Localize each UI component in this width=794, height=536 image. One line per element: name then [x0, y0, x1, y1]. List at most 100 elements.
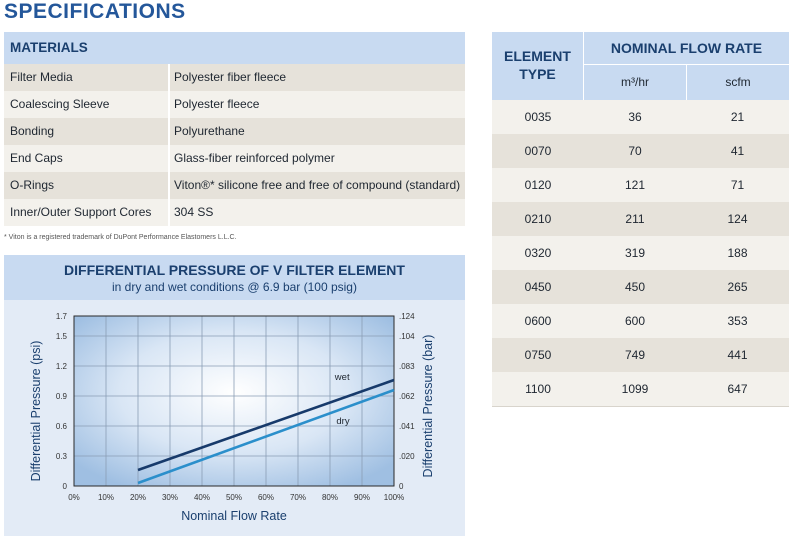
m3hr-cell: 1099: [621, 382, 649, 396]
material-value: Polyester fiber fleece: [174, 70, 287, 84]
trademark-footnote: * Viton is a registered trademark of DuP…: [4, 234, 237, 241]
x-tick-label: 20%: [130, 493, 146, 502]
x-tick-label: 100%: [384, 493, 404, 502]
flow-row: 0450 450 265: [492, 270, 789, 304]
x-tick-label: 80%: [322, 493, 338, 502]
plot-border: [73, 315, 395, 487]
element-type-cell: 0750: [524, 348, 552, 362]
materials-heading: MATERIALS: [4, 32, 465, 64]
scfm-cell: 41: [730, 144, 745, 158]
x-tick-label: 90%: [354, 493, 370, 502]
material-key: End Caps: [4, 145, 170, 172]
y-tick-label: 0.6: [56, 422, 68, 431]
flow-row: 0210 211 124: [492, 202, 789, 236]
element-type-cell: 0070: [524, 144, 552, 158]
x-tick-label: 50%: [226, 493, 242, 502]
m3hr-cell: 211: [625, 212, 645, 226]
scfm-cell: 647: [727, 382, 748, 396]
x-tick-label: 0%: [68, 493, 80, 502]
materials-rows: Filter Media Polyester fiber fleece Coales…: [4, 64, 465, 226]
material-value: 304 SS: [174, 205, 214, 219]
materials-table: MATERIALS Filter Media Polyester fiber fl…: [4, 32, 465, 226]
y2-tick-label: .124: [399, 312, 415, 321]
y-tick-label: 0.3: [56, 452, 68, 461]
element-type-header: ELEMENT TYPE: [492, 32, 584, 100]
material-key: Filter Media: [4, 64, 170, 91]
material-value: Viton®* silicone free and free of compou…: [174, 178, 461, 192]
material-key: Inner/Outer Support Cores: [4, 199, 170, 226]
flow-rate-table: ELEMENT TYPE NOMINAL FLOW RATE m³/hr scf…: [492, 32, 789, 407]
m3hr-cell: 70: [628, 144, 642, 158]
flow-row: 0320 319 188: [492, 236, 789, 270]
unit-scfm: scfm: [725, 75, 751, 89]
y-tick-label: 1.2: [56, 362, 68, 371]
series-label-wet: wet: [334, 372, 350, 383]
element-type-cell: 0120: [524, 178, 552, 192]
nominal-flow-rate-header: NOMINAL FLOW RATE: [584, 32, 789, 65]
y-tick-label: 0.9: [56, 392, 68, 401]
chart-subtitle: in dry and wet conditions @ 6.9 bar (100…: [112, 280, 357, 294]
scfm-cell: 441: [727, 348, 748, 362]
scfm-cell: 124: [727, 212, 748, 226]
flow-row: 0120 121 71: [492, 168, 789, 202]
flow-row: 0750 749 441: [492, 338, 789, 372]
y-tick-label: 1.7: [56, 312, 68, 321]
m3hr-cell: 450: [624, 280, 646, 294]
element-type-cell: 1100: [525, 382, 551, 396]
element-type-cell: 0035: [524, 110, 552, 124]
y2-tick-label: 0: [399, 482, 404, 491]
material-key: Bonding: [4, 118, 170, 145]
series-line-dry: [137, 388, 395, 485]
element-type-cell: 0320: [524, 246, 552, 260]
x-tick-label: 70%: [290, 493, 306, 502]
x-axis-label: Nominal Flow Rate: [181, 509, 287, 523]
materials-row: Inner/Outer Support Cores 304 SS: [4, 199, 465, 226]
m3hr-cell: 319: [624, 246, 646, 260]
chart-header: DIFFERENTIAL PRESSURE OF V FILTER ELEMEN…: [4, 255, 465, 300]
series-label-dry: dry: [336, 416, 349, 427]
element-type-cell: 0210: [524, 212, 552, 226]
flow-header: ELEMENT TYPE NOMINAL FLOW RATE m³/hr scf…: [492, 32, 789, 100]
flow-rows: 0035 36 21 0070 70 41 0120 121 71 0210 211 124 0320 3…: [492, 100, 789, 407]
chart-panel: DIFFERENTIAL PRESSURE OF V FILTER ELEMEN…: [4, 255, 465, 536]
materials-row: O-Rings Viton®* silicone free and free of…: [4, 172, 465, 199]
element-type-cell: 0600: [524, 314, 552, 328]
scfm-cell: 71: [730, 178, 745, 192]
element-type-cell: 0450: [524, 280, 552, 294]
materials-row: End Caps Glass-fiber reinforced polymer: [4, 145, 465, 172]
y2-tick-label: .062: [399, 392, 415, 401]
pressure-chart: 0% 10% 20% 30% 40% 50% 60% 70% 80% 90% 100% 0 0.3 0.6…: [29, 312, 435, 523]
scfm-cell: 21: [730, 110, 745, 124]
flow-row: 0035 36 21: [492, 100, 789, 134]
y2-tick-label: .104: [399, 332, 415, 341]
material-value: Glass-fiber reinforced polymer: [174, 151, 335, 165]
materials-row: Bonding Polyurethane: [4, 118, 465, 145]
m3hr-cell: 749: [624, 348, 646, 362]
x-tick-label: 60%: [258, 493, 274, 502]
material-value: Polyurethane: [174, 124, 245, 138]
m3hr-cell: 121: [624, 178, 646, 192]
unit-m3hr: m³/hr: [584, 65, 687, 100]
flow-row: 0070 70 41: [492, 134, 789, 168]
materials-row: Filter Media Polyester fiber fleece: [4, 64, 465, 91]
y-tick-label: 0: [63, 482, 68, 491]
x-tick-label: 40%: [194, 493, 210, 502]
page-title: SPECIFICATIONS: [4, 0, 186, 23]
m3hr-cell: 36: [628, 110, 642, 124]
materials-row: Coalescing Sleeve Polyester fleece: [4, 91, 465, 118]
scfm-cell: 188: [727, 246, 748, 260]
scfm-cell: 265: [727, 280, 748, 294]
material-key: O-Rings: [4, 172, 170, 199]
y2-tick-label: .041: [399, 422, 415, 431]
m3hr-cell: 600: [624, 314, 646, 328]
y-tick-label: 1.5: [56, 332, 68, 341]
y2-tick-label: .020: [399, 452, 415, 461]
flow-row: 1100 1099 647: [492, 372, 789, 406]
chart-title: DIFFERENTIAL PRESSURE OF V FILTER ELEMEN…: [64, 262, 405, 278]
x-tick-label: 10%: [98, 493, 114, 502]
x-tick-label: 30%: [162, 493, 178, 502]
y-axis-label: Differential Pressure (psi): [29, 341, 43, 482]
y2-tick-label: .083: [399, 362, 415, 371]
material-value: Polyester fleece: [174, 97, 260, 111]
scfm-cell: 353: [727, 314, 748, 328]
